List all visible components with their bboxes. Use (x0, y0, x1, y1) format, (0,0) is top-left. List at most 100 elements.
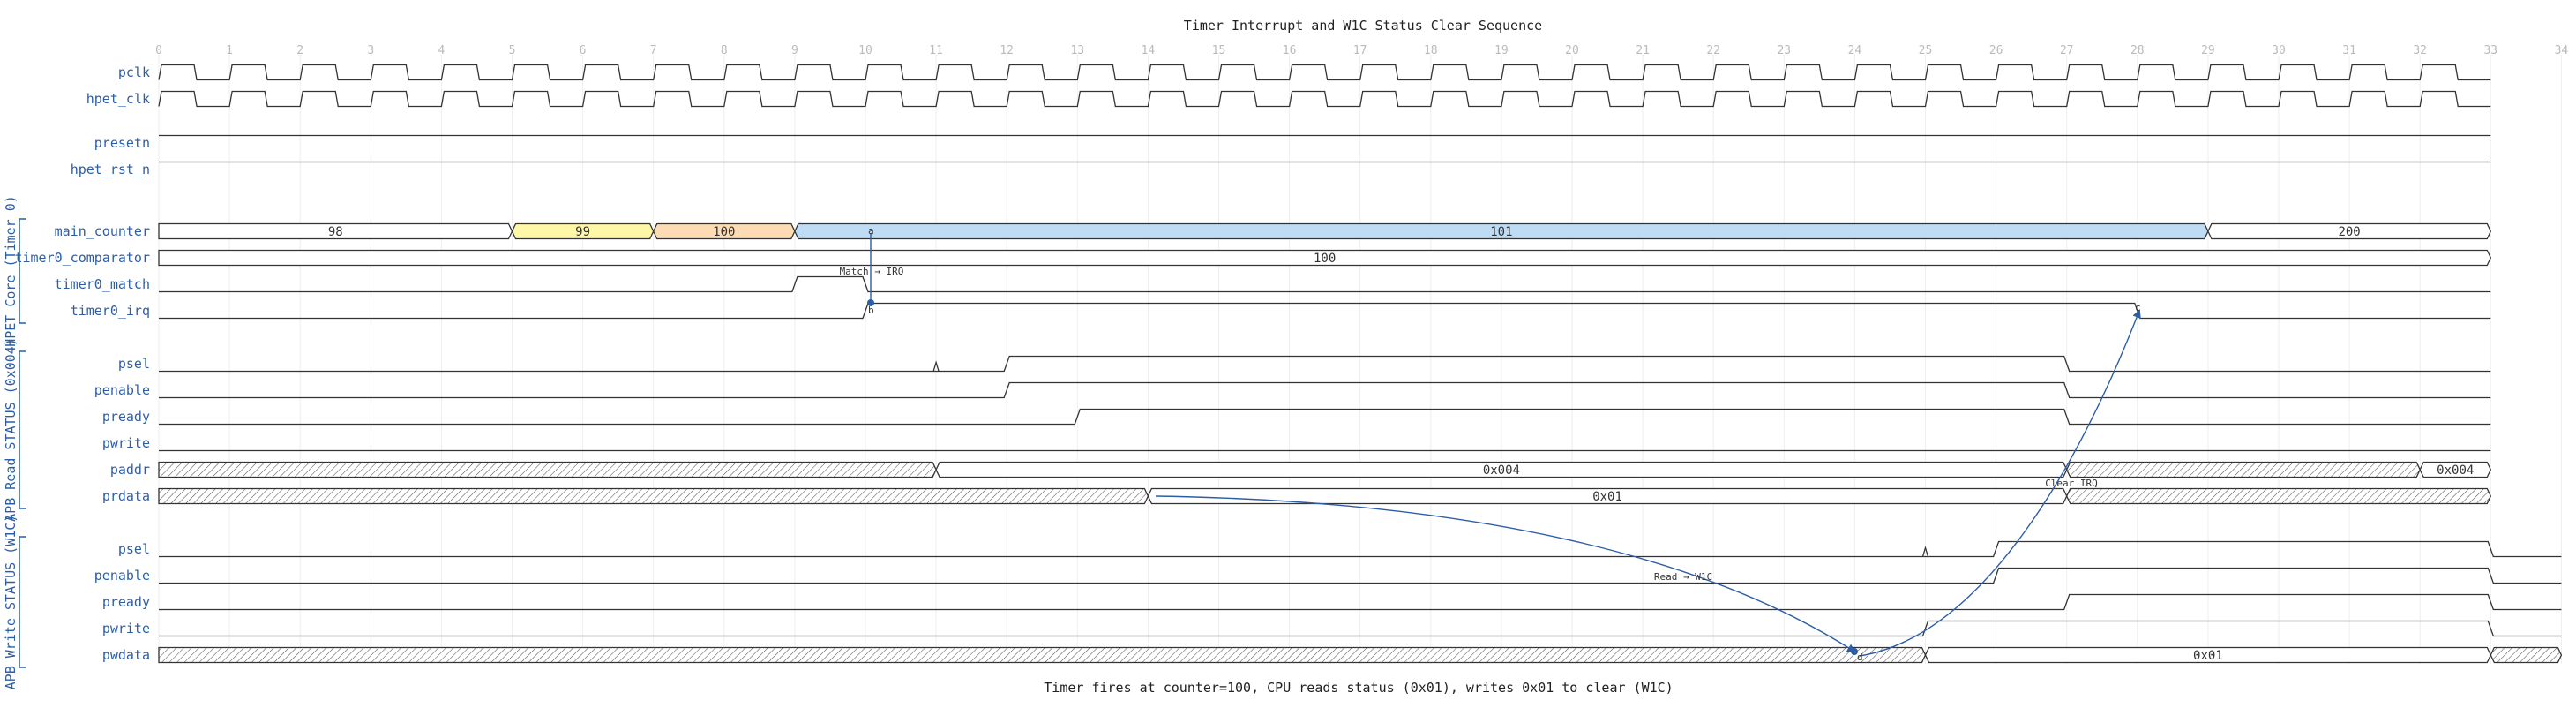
bus-segment (159, 489, 1148, 504)
tick-label: 29 (2201, 44, 2215, 57)
signal-label: timer0_irq (71, 303, 150, 319)
tick-label: 11 (929, 44, 943, 57)
signal-label: pclk (118, 64, 150, 80)
bus-value: 98 (328, 225, 343, 239)
tick-label: 1 (226, 44, 233, 57)
tick-label: 34 (2555, 44, 2569, 57)
tick-label: 27 (2060, 44, 2074, 57)
diagram-caption: Timer fires at counter=100, CPU reads st… (1044, 680, 1673, 696)
clock-waveform (159, 65, 2490, 80)
tick-label: 25 (1919, 44, 1933, 57)
annotation-match-irq: Match → IRQ (840, 266, 904, 277)
tick-label: 14 (1142, 44, 1156, 57)
clock-waveform (159, 92, 2490, 107)
grid (159, 55, 2561, 664)
annotation-arrows: Match → IRQ Read → W1C Clear IRQ a b c d (840, 225, 2141, 663)
tick-label: 0 (155, 44, 162, 57)
bus-value: 100 (713, 225, 735, 239)
annotation-read-w1c: Read → W1C (1654, 571, 1712, 583)
time-ticks: 0 1 2 3 4 5 6 7 8 9 10 11 12 13 14 15 16 17 18 19 20 21 22 23 24… (155, 44, 2568, 57)
tick-label: 32 (2413, 44, 2427, 57)
tick-label: 10 (858, 44, 872, 57)
diagram-title: Timer Interrupt and W1C Status Clear Seq… (1184, 18, 1542, 34)
signal-groups: HPET Core (Timer 0)APB Read STATUS (0x00… (3, 195, 26, 689)
logic-waveform (159, 357, 2490, 372)
logic-waveform (159, 277, 2490, 292)
signal-wave: 100 (159, 251, 2490, 267)
tick-label: 15 (1212, 44, 1226, 57)
tick-label: 20 (1565, 44, 1579, 57)
signal-wave (159, 277, 2490, 292)
node-label-d: d (1857, 652, 1863, 663)
tick-label: 13 (1070, 44, 1084, 57)
signal-label: pready (102, 594, 150, 610)
signal-wave: 0x01 (159, 648, 2561, 664)
tick-label: 4 (438, 44, 445, 57)
tick-label: 33 (2483, 44, 2497, 57)
tick-label: 16 (1283, 44, 1297, 57)
tick-label: 3 (367, 44, 374, 57)
bus-value: 99 (575, 225, 590, 239)
group-bracket (19, 219, 26, 323)
signal-label: pready (102, 409, 150, 425)
bus-segment (159, 463, 936, 478)
tick-label: 5 (509, 44, 516, 57)
signal-wave (159, 383, 2490, 398)
bus-value: 0x004 (1483, 463, 1520, 478)
group-bracket (19, 351, 26, 508)
bus-segment (2067, 463, 2421, 478)
tick-label: 2 (296, 44, 303, 57)
signal-label: pwdata (102, 647, 150, 663)
tick-label: 28 (2130, 44, 2145, 57)
bus-value: 0x01 (2193, 649, 2223, 663)
tick-label: 24 (1848, 44, 1862, 57)
signal-label: paddr (110, 462, 150, 478)
signal-label: main_counter (55, 223, 150, 239)
tick-label: 18 (1424, 44, 1438, 57)
signal-label: presetn (94, 135, 150, 151)
group-label: APB Read STATUS (0x004) (3, 338, 19, 522)
signal-label: pwrite (102, 621, 150, 636)
read-to-w1c-arrow (1156, 496, 1854, 652)
tick-label: 22 (1706, 44, 1720, 57)
tick-label: 12 (1000, 44, 1014, 57)
signal-label: penable (94, 568, 150, 584)
tick-label: 21 (1636, 44, 1650, 57)
tick-label: 6 (580, 44, 587, 57)
group-label: HPET Core (Timer 0) (3, 195, 19, 347)
signal-wave (159, 92, 2490, 107)
tick-label: 19 (1494, 44, 1509, 57)
signal-wave: 98 99 100 101 200 (159, 224, 2490, 240)
signal-label: psel (118, 541, 150, 557)
bus-segment (159, 648, 1926, 663)
logic-waveform (159, 383, 2490, 398)
bus-value: 101 (1490, 225, 1512, 239)
annotation-clear-irq: Clear IRQ (2045, 478, 2098, 489)
signal-label: psel (118, 356, 150, 372)
node-label-b: b (868, 305, 874, 316)
signal-wave (159, 410, 2490, 425)
signal-label: penable (94, 382, 150, 398)
tick-label: 7 (650, 44, 657, 57)
signal-label: timer0_comparator (14, 250, 150, 266)
tick-label: 26 (1989, 44, 2003, 57)
group-label: APB Write STATUS (W1C) (3, 515, 19, 690)
signal-label: prdata (102, 488, 150, 504)
signal-wave (159, 65, 2490, 80)
tick-label: 8 (721, 44, 728, 57)
bus-value: 0x004 (2437, 463, 2474, 478)
logic-waveform (159, 304, 2490, 319)
bus-value: 200 (2338, 225, 2360, 239)
bus-segment (2490, 648, 2561, 663)
node-label-c: c (2135, 302, 2141, 313)
bus-value: 100 (1314, 252, 1336, 266)
bus-segment (2067, 489, 2491, 504)
signal-label: hpet_rst_n (71, 162, 150, 177)
signal-label: hpet_clk (86, 91, 150, 107)
signal-wave (159, 357, 2490, 372)
tick-label: 9 (791, 44, 798, 57)
signal-wave: 0x01 (159, 489, 2490, 505)
group-bracket (19, 537, 26, 667)
tick-label: 17 (1353, 44, 1367, 57)
